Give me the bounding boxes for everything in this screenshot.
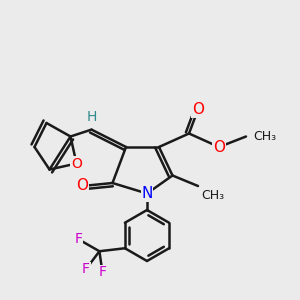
Text: CH₃: CH₃ [254,130,277,143]
Text: CH₃: CH₃ [201,189,224,202]
Text: O: O [71,157,82,170]
Text: F: F [82,262,90,276]
Text: O: O [76,178,88,194]
Text: N: N [141,186,153,201]
Text: F: F [74,232,83,246]
Text: F: F [98,265,106,279]
Text: O: O [192,102,204,117]
Text: O: O [213,140,225,154]
Text: H: H [86,110,97,124]
